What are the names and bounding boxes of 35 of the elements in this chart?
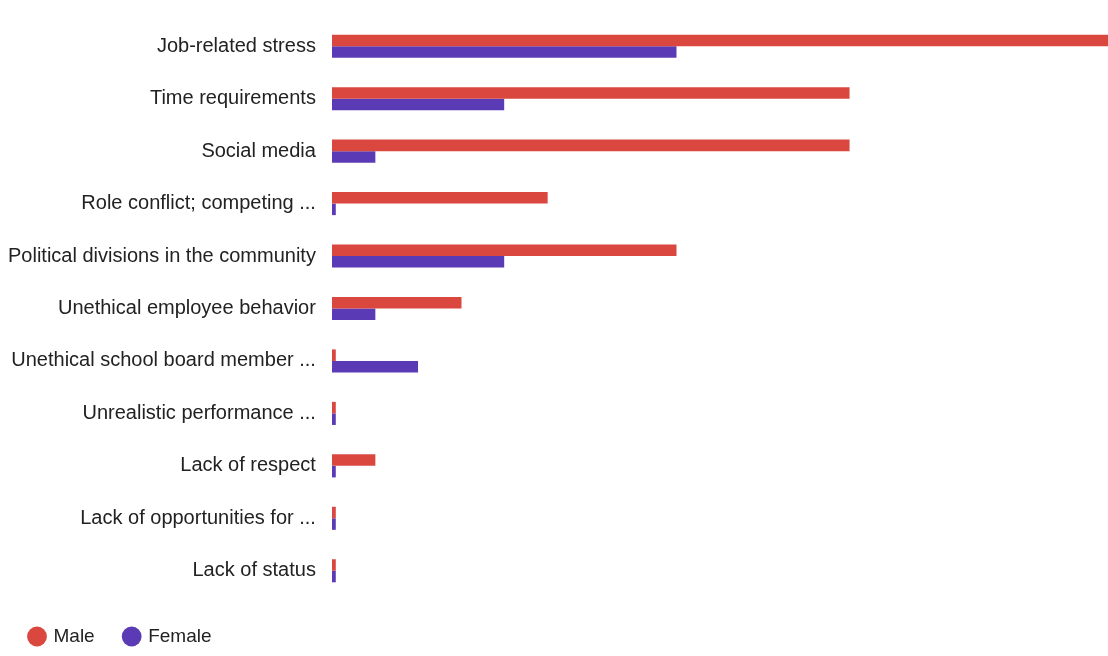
bar bbox=[331, 34, 1108, 47]
bar bbox=[331, 87, 850, 99]
y-tick-label: Lack of respect bbox=[180, 453, 317, 476]
y-tick-label: Political divisions in the community bbox=[7, 243, 316, 266]
bar bbox=[331, 413, 336, 425]
bar bbox=[331, 203, 336, 216]
bar bbox=[331, 559, 336, 571]
y-tick-label: Social media bbox=[201, 138, 317, 161]
bar bbox=[331, 401, 336, 414]
bar bbox=[331, 454, 376, 466]
y-tick-label: Lack of status bbox=[192, 558, 316, 581]
bar bbox=[331, 256, 505, 268]
bar bbox=[331, 570, 336, 583]
bar bbox=[331, 192, 548, 204]
bar bbox=[331, 139, 850, 152]
bar bbox=[331, 465, 336, 478]
bar bbox=[331, 506, 336, 519]
y-tick-label: Role conflict; competing ... bbox=[81, 191, 316, 214]
legend-label: Male bbox=[53, 624, 95, 646]
bar bbox=[331, 308, 376, 321]
bar bbox=[331, 98, 505, 111]
bar bbox=[331, 151, 376, 163]
y-tick-label: Unrealistic performance ... bbox=[82, 400, 316, 423]
bar bbox=[331, 360, 419, 373]
bar bbox=[331, 349, 336, 361]
y-tick-label: Job-related stress bbox=[156, 33, 316, 56]
y-tick-label: Unethical school board member ... bbox=[11, 348, 316, 371]
bar bbox=[331, 244, 677, 257]
y-tick-label: Unethical employee behavior bbox=[57, 296, 317, 319]
bar bbox=[331, 296, 462, 309]
legend-label: Female bbox=[148, 624, 212, 646]
y-tick-label: Time requirements bbox=[149, 86, 316, 109]
bar bbox=[331, 518, 336, 530]
y-tick-label: Lack of opportunities for ... bbox=[80, 505, 316, 528]
bar bbox=[331, 46, 677, 58]
